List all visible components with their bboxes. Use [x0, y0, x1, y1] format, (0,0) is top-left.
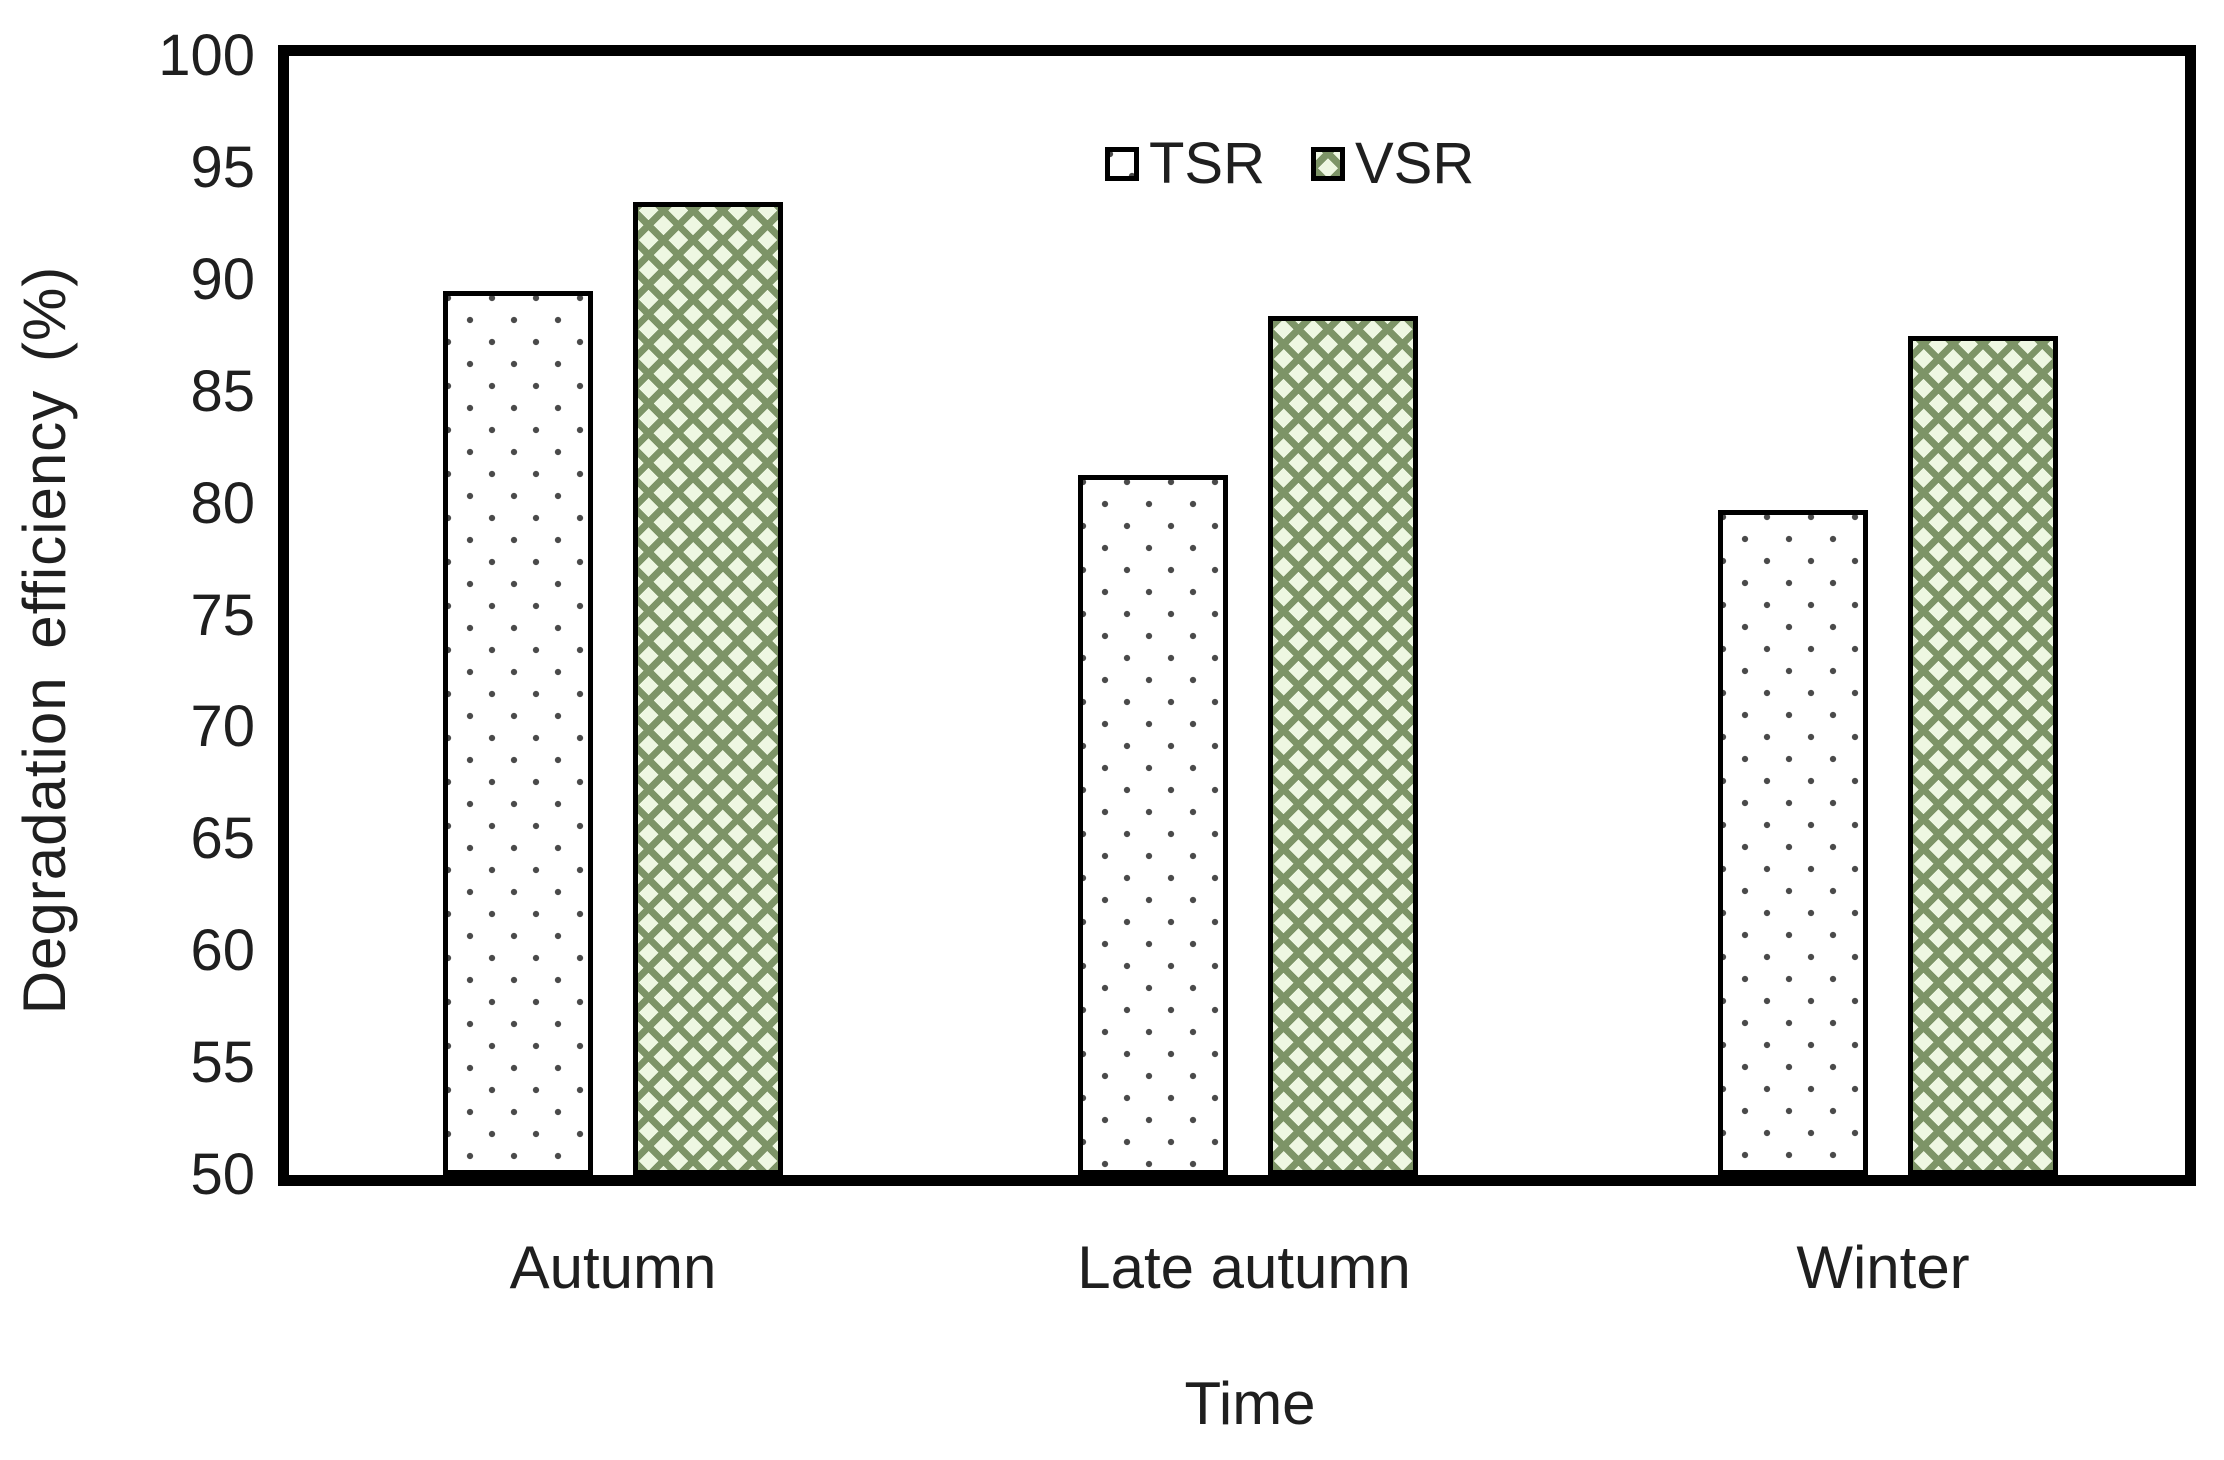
x-category-label-winter: Winter	[1796, 1234, 1970, 1301]
bar-tsr-autumn	[443, 291, 593, 1175]
bar-vsr-late-autumn	[1268, 315, 1418, 1175]
y-tick-label-90: 90	[190, 246, 255, 312]
y-tick-label-80: 80	[190, 470, 255, 536]
x-axis-title: Time	[1184, 1370, 1316, 1437]
legend: TSR VSR	[1105, 132, 1474, 196]
y-tick-label-60: 60	[190, 918, 255, 984]
legend-label-tsr: TSR	[1149, 131, 1265, 196]
x-category-label-autumn: Autumn	[509, 1234, 717, 1301]
y-tick-label-65: 65	[190, 806, 255, 872]
y-tick-label-55: 55	[190, 1030, 255, 1096]
y-tick-label-70: 70	[190, 694, 255, 760]
y-tick-label-75: 75	[190, 582, 255, 648]
y-tick-label-85: 85	[190, 358, 255, 424]
bar-tsr-late-autumn	[1078, 474, 1228, 1175]
y-tick-label-95: 95	[190, 134, 255, 200]
legend-item-tsr: TSR	[1105, 132, 1265, 196]
x-category-label-late-autumn: Late autumn	[1077, 1234, 1411, 1301]
bar-group-autumn	[443, 201, 783, 1175]
bar-vsr-autumn	[633, 201, 783, 1175]
legend-swatch-vsr	[1311, 147, 1345, 181]
legend-swatch-tsr	[1105, 147, 1139, 181]
bar-tsr-winter	[1718, 510, 1868, 1175]
bar-vsr-winter	[1908, 335, 2058, 1175]
legend-label-vsr: VSR	[1355, 131, 1475, 196]
y-tick-label-50: 50	[190, 1142, 255, 1207]
bar-group-winter	[1718, 335, 2058, 1175]
plot-area	[278, 45, 2196, 1186]
legend-item-vsr: VSR	[1311, 132, 1474, 196]
bar-group-late-autumn	[1078, 315, 1418, 1175]
y-tick-label-100: 100	[158, 23, 255, 88]
